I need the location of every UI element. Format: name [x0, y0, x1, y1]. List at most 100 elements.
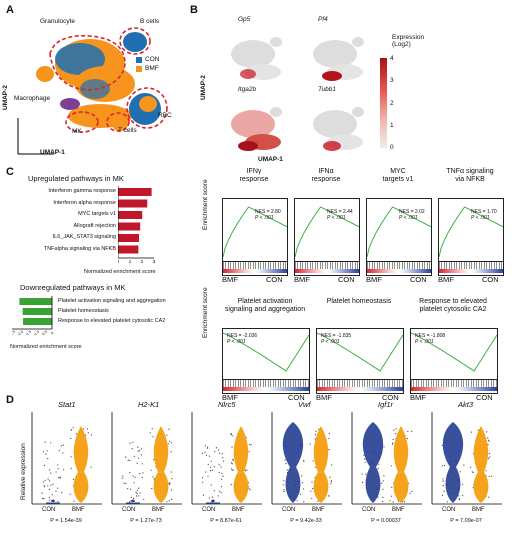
gsea-plot: NES = -1.808 P < .001 [410, 328, 498, 394]
violin-group-label: CON [202, 507, 215, 513]
panel-label-d: D [6, 394, 14, 406]
violin-point [71, 429, 72, 430]
violin-point [151, 488, 152, 489]
violin-point [442, 445, 443, 446]
up-axis-tick: 3 [153, 259, 156, 264]
violin-point [219, 453, 220, 454]
violin-point [129, 501, 130, 502]
violin-point [56, 471, 57, 472]
violin-point [73, 479, 74, 480]
violin-point [143, 499, 144, 500]
gsea-left-label: BMF [222, 275, 238, 284]
nes-annotation: NES = 2.02 P < .001 [399, 209, 425, 221]
violin-bmf [154, 426, 169, 503]
violin-point [462, 484, 463, 485]
violin-point [218, 495, 219, 496]
gsea-left-label: BMF [438, 275, 454, 284]
violin-point [315, 467, 316, 468]
violin-point [486, 431, 487, 432]
violin-point [138, 451, 139, 452]
violin-point [221, 479, 222, 480]
up-bar [118, 246, 138, 254]
violin-point [317, 501, 318, 502]
violin-group-label: CON [122, 507, 135, 513]
up-pathways-title: Upregulated pathways in MK [28, 174, 124, 183]
violin-point [473, 472, 474, 473]
violin-point [245, 470, 246, 471]
violin-point [315, 434, 316, 435]
violin-point [127, 488, 128, 489]
umap-xlabel: UMAP-1 [40, 149, 65, 156]
violin-point [488, 497, 489, 498]
violin-point [214, 466, 215, 467]
violin-point [169, 483, 170, 484]
gene-label-pf4: Pf4 [318, 16, 328, 23]
violin-point [232, 459, 233, 460]
umap-legend: CON BMF [136, 56, 159, 72]
violin-point [131, 497, 132, 498]
cluster-label-rbc: RBC [158, 112, 172, 119]
violin-point [287, 469, 288, 470]
expr-map-tubb1 [313, 107, 364, 151]
violin-point [45, 480, 46, 481]
gsea-title: TNFα signaling via NFKB [438, 168, 502, 184]
violin-point [139, 450, 140, 451]
violin-gene-label: H2-K1 [138, 400, 159, 409]
violin-group-label: BMF [392, 507, 405, 513]
violin-point [383, 446, 384, 447]
down-bar [23, 318, 52, 325]
down-axis-tick: -1.5 [25, 330, 32, 336]
violin-point [202, 477, 203, 478]
violin-point [381, 483, 382, 484]
violin-point [150, 432, 151, 433]
violin-point [249, 444, 250, 445]
violin-point [169, 500, 170, 501]
gsea-title: IFNα response [294, 168, 358, 184]
p-value: P < .001 [471, 215, 497, 221]
violin-point [328, 495, 329, 496]
violin-point [138, 458, 139, 459]
violin-point [364, 459, 365, 460]
colorbar-tick: 3 [390, 77, 394, 84]
violin-point [88, 432, 89, 433]
violin-point [363, 455, 364, 456]
rank-gradient [439, 269, 503, 273]
violin-point [129, 460, 130, 461]
violin-point [410, 493, 411, 494]
violin-point [136, 492, 137, 493]
expr-ylabel: UMAP-2 [200, 75, 207, 100]
violin-point [50, 485, 51, 486]
nes-annotation: NES = 1.70 P < .001 [471, 209, 497, 221]
violin-point [488, 458, 489, 459]
violin-point [207, 448, 208, 449]
violin-point [49, 500, 50, 501]
violin-point [383, 475, 384, 476]
expr-legend-title: Expression (Log2) [392, 34, 424, 48]
violin-point [122, 478, 123, 479]
violin-con [443, 422, 463, 503]
legend-swatch-con [136, 57, 142, 63]
p-value: P < .001 [321, 339, 351, 345]
up-pathway-chart: Interferon gamma response Interferon alph… [4, 186, 154, 264]
violin-point [249, 488, 250, 489]
violin-point [214, 451, 215, 452]
violin-point [205, 471, 206, 472]
violin-point [153, 459, 154, 460]
rank-gradient [411, 387, 497, 391]
violin-point [231, 462, 232, 463]
violin-point [130, 489, 131, 490]
violin-point [232, 435, 233, 436]
violin-point [44, 465, 45, 466]
violin-point [223, 461, 224, 462]
gene-label-gp5: Gp5 [238, 16, 250, 23]
p-value: P < .001 [255, 215, 281, 221]
violin-p-value: P = 9.42e-33 [268, 518, 344, 524]
violin-point [472, 471, 473, 472]
violin-point [378, 464, 379, 465]
violin-point [171, 489, 172, 490]
violin-point [222, 476, 223, 477]
cluster-label-tcells: T cells [118, 127, 137, 134]
rank-gradient [317, 387, 403, 391]
rank-gradient [223, 387, 309, 391]
violin-point [395, 428, 396, 429]
